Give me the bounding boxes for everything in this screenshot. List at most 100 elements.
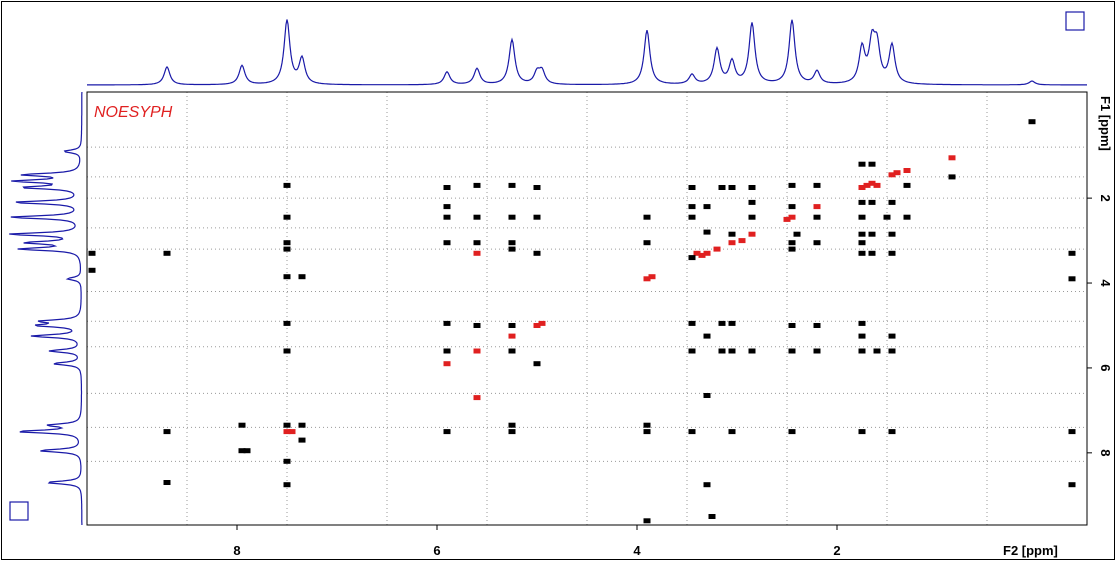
cross-peak-positive xyxy=(728,429,736,435)
cross-peak-positive xyxy=(443,185,451,190)
cross-peak-positive xyxy=(788,323,796,328)
cross-peak-negative xyxy=(868,180,876,186)
cross-peak-positive xyxy=(888,429,896,435)
cross-peak-positive xyxy=(718,348,726,354)
cross-peak-positive xyxy=(643,518,651,524)
cross-peak-positive xyxy=(868,199,876,205)
cross-peak-positive xyxy=(728,320,736,326)
cross-peak-negative xyxy=(783,216,791,222)
cross-peak-positive xyxy=(688,185,696,190)
cross-peak-positive xyxy=(508,348,516,354)
cross-peak-positive xyxy=(708,514,716,519)
cross-peak-negative xyxy=(748,231,756,237)
x-tick-label: 6 xyxy=(433,543,440,558)
grid-lines xyxy=(87,92,1087,525)
cross-peak-positive xyxy=(788,348,796,354)
cross-peak-negative xyxy=(538,320,546,326)
cross-peak-positive xyxy=(748,214,756,220)
cross-peak-positive xyxy=(888,348,896,354)
cross-peak-negative xyxy=(693,250,701,256)
cross-peak-positive xyxy=(643,429,651,435)
cross-peak-positive xyxy=(1068,250,1076,256)
cross-peak-positive xyxy=(283,182,291,188)
cross-peak-positive xyxy=(868,161,876,167)
x-tick-label: 8 xyxy=(233,543,240,558)
cross-peak-positive xyxy=(508,182,516,188)
cross-peak-positive xyxy=(728,348,736,354)
y-tick-label: 4 xyxy=(1098,279,1113,287)
cross-peak-positive xyxy=(508,323,516,328)
cross-peak-positive xyxy=(858,320,866,326)
cross-peak-positive xyxy=(283,274,291,280)
cross-peak-positive xyxy=(283,246,291,252)
cross-peak-positive xyxy=(813,214,821,220)
cross-peak-positive xyxy=(858,348,866,354)
cross-peak-positive xyxy=(858,214,866,220)
cross-peak-negative xyxy=(888,172,896,178)
cross-peak-positive xyxy=(703,393,711,398)
cross-peak-positive xyxy=(793,231,801,237)
cross-peak-positive xyxy=(688,214,696,220)
cross-peak-positive xyxy=(688,429,696,435)
cross-peak-positive xyxy=(688,204,696,210)
cross-peak-positive xyxy=(788,204,796,210)
cross-peak-positive xyxy=(858,240,866,246)
cross-peak-positive xyxy=(858,199,866,205)
cross-peak-positive xyxy=(473,323,481,328)
cross-peak-positive xyxy=(868,231,876,237)
cross-peak-positive xyxy=(888,231,896,237)
cross-peak-negative xyxy=(643,276,651,282)
cross-peak-positive xyxy=(163,250,171,256)
cross-peak-positive xyxy=(283,348,291,354)
cross-peak-positive xyxy=(888,199,896,205)
cross-peak-positive xyxy=(858,333,866,339)
cross-peak-positive xyxy=(88,250,96,256)
cross-peak-positive xyxy=(813,182,821,188)
cross-peak-positive xyxy=(298,274,306,280)
cross-peak-positive xyxy=(813,240,821,246)
cross-peak-positive xyxy=(888,250,896,256)
cross-peak-positive xyxy=(283,422,291,428)
cross-peak-positive xyxy=(238,422,246,428)
cross-peak-positive xyxy=(788,182,796,188)
cross-peak-positive xyxy=(718,185,726,190)
cross-peak-positive xyxy=(703,333,711,339)
cross-peak-positive xyxy=(868,250,876,256)
cross-peak-positive xyxy=(903,182,911,188)
cross-peak-positive xyxy=(243,448,251,454)
cross-peak-positive xyxy=(298,437,306,443)
corner-square-top-right[interactable] xyxy=(1065,11,1085,31)
cross-peak-positive xyxy=(688,348,696,354)
x-axis-label: F2 [ppm] xyxy=(1003,543,1058,558)
cross-peak-positive xyxy=(533,361,541,367)
cross-peak-positive xyxy=(813,348,821,354)
cross-peak-positive xyxy=(703,482,711,488)
cross-peak-positive xyxy=(533,185,541,190)
cross-peak-negative xyxy=(863,182,871,188)
cross-peak-negative xyxy=(473,250,481,256)
cross-peak-positive xyxy=(443,320,451,326)
f2-projection xyxy=(87,19,1087,86)
cross-peak-positive xyxy=(858,231,866,237)
x-tick-label: 2 xyxy=(833,543,840,558)
x-tick-label: 4 xyxy=(633,543,641,558)
cross-peak-positive xyxy=(508,422,516,428)
cross-peak-negative xyxy=(703,250,711,256)
cross-peak-positive xyxy=(443,214,451,220)
cross-peak-positive xyxy=(873,348,881,354)
cross-peak-negative xyxy=(738,238,746,244)
cross-peak-positive xyxy=(533,214,541,220)
cross-peak-positive xyxy=(88,267,96,273)
pulse-program-label: NOESYPH xyxy=(94,104,173,121)
cross-peak-positive xyxy=(443,240,451,246)
cross-peak-positive xyxy=(1028,119,1036,125)
cross-peak-positive xyxy=(688,255,696,261)
corner-square-bottom-left[interactable] xyxy=(9,501,29,521)
cross-peak-positive xyxy=(238,448,246,454)
cross-peak-negative xyxy=(473,348,481,354)
cross-peak-positive xyxy=(903,214,911,220)
cross-peak-positive xyxy=(858,429,866,435)
